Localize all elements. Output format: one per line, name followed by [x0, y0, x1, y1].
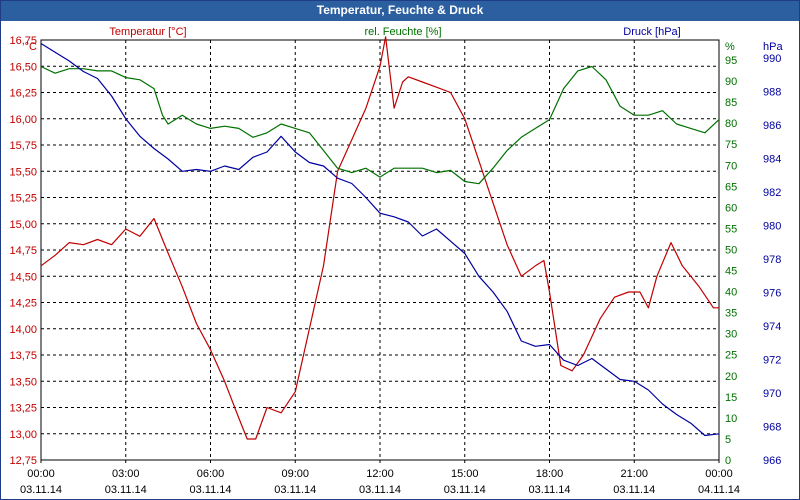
humidity-axis-title: rel. Feuchte [%]	[364, 26, 441, 38]
humidity-tick-label: 5	[725, 434, 731, 446]
x-tick-time-label: 09:00	[281, 468, 309, 480]
x-tick-time-label: 21:00	[620, 468, 648, 480]
humidity-tick-label: 65	[725, 181, 737, 193]
humidity-tick-label: 40	[725, 287, 737, 299]
temperature-tick-label: 16,50	[9, 61, 37, 73]
humidity-unit-label: %	[725, 41, 735, 53]
x-tick-date-label: 03.11.14	[444, 484, 486, 496]
humidity-tick-label: 70	[725, 160, 737, 172]
pressure-tick-label: 978	[763, 254, 781, 266]
humidity-tick-label: 0	[725, 455, 731, 467]
x-tick-time-label: 03:00	[112, 468, 140, 480]
x-tick-date-label: 03.11.14	[528, 484, 570, 496]
x-tick-date-label: 03.11.14	[613, 484, 655, 496]
humidity-tick-label: 95	[725, 55, 737, 67]
x-tick-date-label: 04.11.14	[698, 484, 740, 496]
temperature-tick-label: 15,50	[9, 166, 37, 178]
temperature-tick-label: 14,50	[9, 271, 37, 283]
temperature-tick-label: 15,75	[9, 140, 37, 152]
temperature-unit-label: °C	[25, 41, 37, 53]
temperature-tick-label: 15,25	[9, 193, 37, 205]
x-tick-time-label: 06:00	[197, 468, 225, 480]
temperature-tick-label: 16,75	[9, 35, 37, 47]
chart-title: Temperatur, Feuchte & Druck	[316, 3, 484, 17]
pressure-axis-title: Druck [hPa]	[623, 26, 680, 38]
x-tick-date-label: 03.11.14	[20, 484, 62, 496]
humidity-tick-label: 15	[725, 392, 737, 404]
temperature-tick-label: 13,50	[9, 376, 37, 388]
temperature-tick-label: 13,00	[9, 429, 37, 441]
humidity-tick-label: 45	[725, 266, 737, 278]
humidity-tick-label: 75	[725, 139, 737, 151]
temperature-tick-label: 16,00	[9, 114, 37, 126]
temperature-tick-label: 13,25	[9, 403, 37, 415]
x-tick-date-label: 03.11.14	[359, 484, 401, 496]
humidity-tick-label: 10	[725, 413, 737, 425]
x-tick-date-label: 03.11.14	[105, 484, 147, 496]
humidity-tick-label: 55	[725, 223, 737, 235]
humidity-tick-label: 80	[725, 118, 737, 130]
humidity-tick-label: 60	[725, 202, 737, 214]
temperature-tick-label: 14,75	[9, 245, 37, 257]
humidity-tick-label: 35	[725, 308, 737, 320]
temperature-axis-title: Temperatur [°C]	[109, 26, 186, 38]
temperature-tick-label: 14,00	[9, 324, 37, 336]
humidity-tick-label: 90	[725, 76, 737, 88]
pressure-tick-label: 968	[763, 422, 781, 434]
temperature-tick-label: 16,25	[9, 88, 37, 100]
x-tick-date-label: 03.11.14	[189, 484, 231, 496]
pressure-tick-label: 966	[763, 455, 781, 467]
series-line-pressure	[40, 42, 720, 437]
pressure-tick-label: 984	[763, 154, 781, 166]
temperature-tick-label: 15,00	[9, 219, 37, 231]
temperature-tick-label: 14,25	[9, 298, 37, 310]
pressure-tick-label: 988	[763, 87, 781, 99]
temperature-tick-label: 12,75	[9, 455, 37, 467]
x-tick-time-label: 15:00	[451, 468, 479, 480]
x-tick-time-label: 00:00	[27, 468, 55, 480]
pressure-tick-label: 980	[763, 221, 781, 233]
pressure-tick-label: 970	[763, 388, 781, 400]
pressure-tick-label: 974	[763, 321, 781, 333]
pressure-tick-label: 972	[763, 355, 781, 367]
humidity-tick-label: 30	[725, 329, 737, 341]
pressure-tick-label: 982	[763, 187, 781, 199]
series-line-temperature	[40, 36, 719, 440]
humidity-tick-label: 25	[725, 350, 737, 362]
pressure-tick-label: 976	[763, 288, 781, 300]
pressure-tick-label: 986	[763, 120, 781, 132]
humidity-tick-label: 50	[725, 244, 737, 256]
x-tick-date-label: 03.11.14	[274, 484, 316, 496]
pressure-unit-label: hPa	[763, 41, 783, 53]
temperature-tick-label: 13,75	[9, 350, 37, 362]
humidity-tick-label: 20	[725, 371, 737, 383]
humidity-tick-label: 85	[725, 97, 737, 109]
series-line-humidity	[40, 65, 720, 185]
x-tick-time-label: 18:00	[536, 468, 564, 480]
x-tick-time-label: 12:00	[366, 468, 394, 480]
title-bar: Temperatur, Feuchte & Druck	[1, 1, 799, 21]
x-tick-time-label: 00:00	[705, 468, 733, 480]
pressure-tick-label: 990	[763, 53, 781, 65]
